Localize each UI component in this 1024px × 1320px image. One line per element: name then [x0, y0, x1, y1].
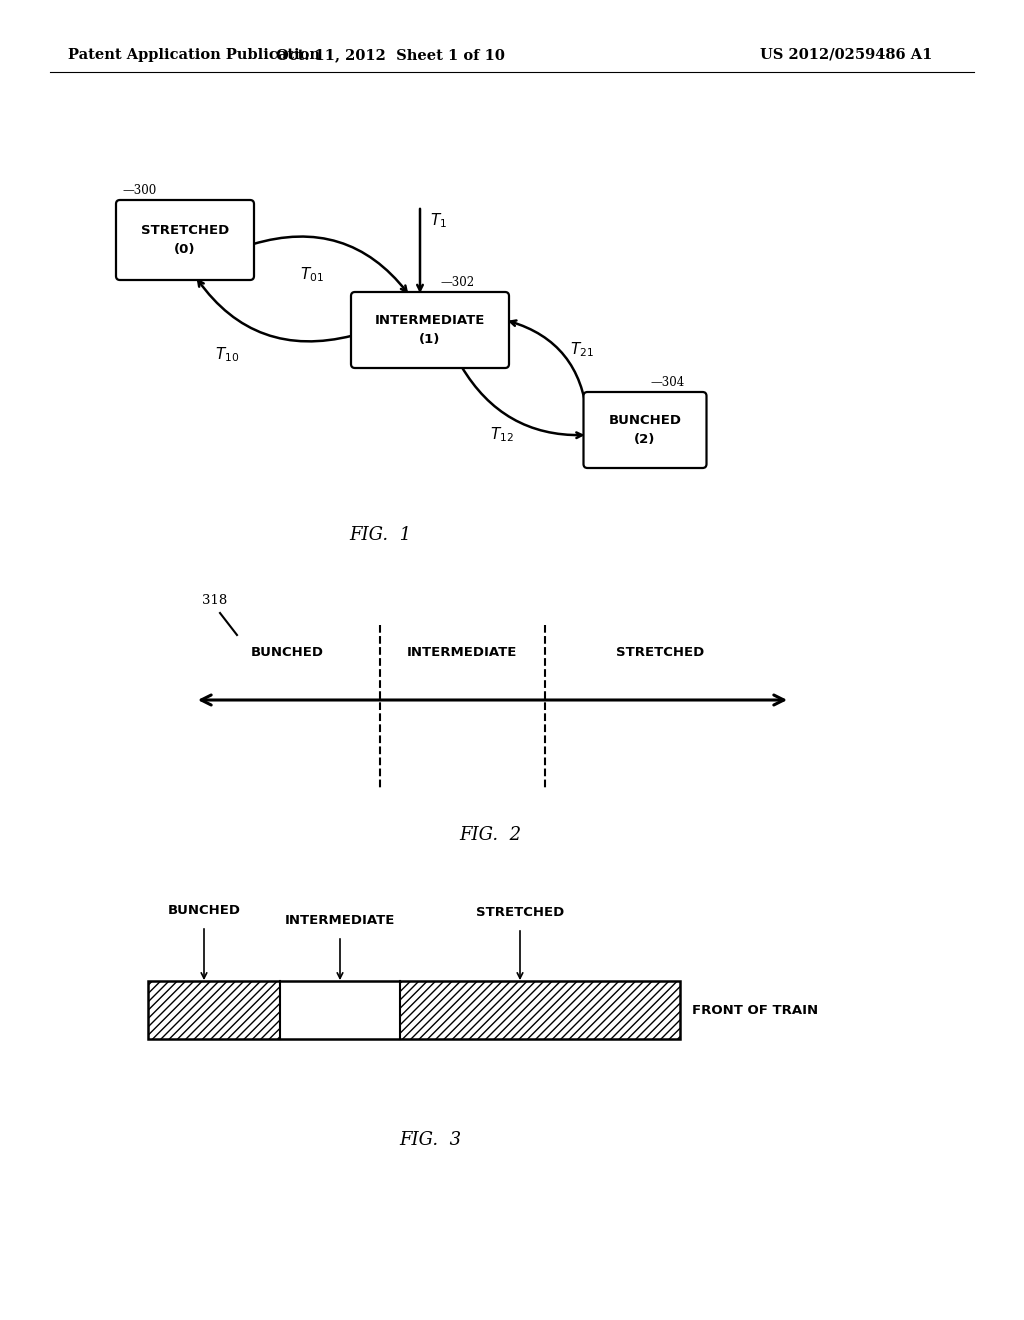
- Text: $T_1$: $T_1$: [430, 211, 447, 230]
- FancyBboxPatch shape: [351, 292, 509, 368]
- Text: FRONT OF TRAIN: FRONT OF TRAIN: [692, 1003, 818, 1016]
- Text: $T_{12}$: $T_{12}$: [490, 425, 514, 445]
- Bar: [148, 981, 680, 1039]
- Text: Oct. 11, 2012  Sheet 1 of 10: Oct. 11, 2012 Sheet 1 of 10: [275, 48, 505, 62]
- Text: BUNCHED: BUNCHED: [251, 645, 324, 659]
- Text: FIG.  2: FIG. 2: [459, 826, 521, 843]
- Bar: [148, 981, 680, 1039]
- Text: 318: 318: [203, 594, 227, 606]
- Text: BUNCHED
(2): BUNCHED (2): [608, 414, 682, 446]
- Text: INTERMEDIATE
(1): INTERMEDIATE (1): [375, 314, 485, 346]
- Text: US 2012/0259486 A1: US 2012/0259486 A1: [760, 48, 933, 62]
- Text: INTERMEDIATE: INTERMEDIATE: [407, 645, 517, 659]
- Bar: [148, 981, 280, 1039]
- FancyBboxPatch shape: [584, 392, 707, 469]
- Text: STRETCHED: STRETCHED: [615, 645, 705, 659]
- FancyBboxPatch shape: [116, 201, 254, 280]
- Text: INTERMEDIATE: INTERMEDIATE: [285, 913, 395, 927]
- Text: FIG.  1: FIG. 1: [349, 525, 411, 544]
- Text: $T_{21}$: $T_{21}$: [570, 341, 594, 359]
- Text: —302: —302: [440, 276, 474, 289]
- Text: Patent Application Publication: Patent Application Publication: [68, 48, 319, 62]
- Text: —304: —304: [650, 376, 684, 389]
- Text: $T_{10}$: $T_{10}$: [215, 346, 240, 364]
- Text: —300: —300: [122, 185, 157, 198]
- Text: STRETCHED: STRETCHED: [476, 906, 564, 919]
- Text: $T_{01}$: $T_{01}$: [300, 265, 324, 284]
- Text: FIG.  3: FIG. 3: [399, 1131, 461, 1148]
- Bar: [400, 981, 680, 1039]
- Text: BUNCHED: BUNCHED: [168, 903, 241, 916]
- Text: STRETCHED
(0): STRETCHED (0): [141, 224, 229, 256]
